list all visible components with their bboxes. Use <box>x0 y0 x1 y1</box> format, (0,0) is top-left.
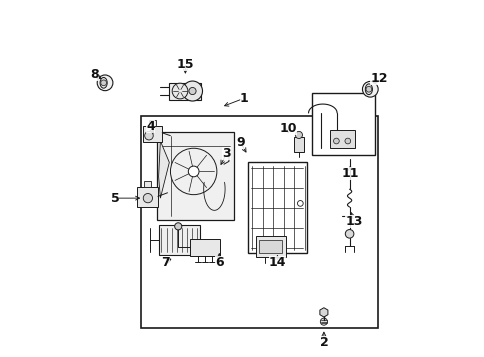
Text: 2: 2 <box>319 336 328 349</box>
Text: 1: 1 <box>240 92 248 105</box>
Circle shape <box>143 193 152 203</box>
Bar <box>247 162 306 253</box>
Text: 13: 13 <box>345 215 362 228</box>
Circle shape <box>333 138 338 144</box>
Text: 10: 10 <box>279 122 296 135</box>
Text: 7: 7 <box>161 256 170 269</box>
Text: 5: 5 <box>110 192 119 205</box>
Text: 3: 3 <box>222 147 230 160</box>
Bar <box>156 132 233 220</box>
Text: 11: 11 <box>341 167 358 180</box>
Bar <box>329 130 354 148</box>
Text: 15: 15 <box>176 58 194 71</box>
Circle shape <box>295 131 302 139</box>
Circle shape <box>188 166 198 177</box>
Polygon shape <box>158 141 169 198</box>
Circle shape <box>182 81 202 101</box>
Ellipse shape <box>364 84 372 95</box>
Circle shape <box>362 81 378 97</box>
Circle shape <box>174 223 182 230</box>
Bar <box>144 181 151 187</box>
Bar <box>149 120 156 126</box>
Circle shape <box>97 75 113 91</box>
Text: 9: 9 <box>236 136 244 149</box>
Text: 12: 12 <box>369 72 387 85</box>
Circle shape <box>297 201 302 206</box>
Bar <box>158 225 199 255</box>
Circle shape <box>144 131 153 140</box>
Bar <box>293 137 303 152</box>
Bar <box>190 239 220 256</box>
Circle shape <box>365 86 371 92</box>
Text: 14: 14 <box>268 256 286 269</box>
Bar <box>140 116 378 328</box>
Bar <box>142 126 162 142</box>
Circle shape <box>345 230 353 238</box>
Polygon shape <box>319 308 327 317</box>
Circle shape <box>101 80 106 86</box>
Circle shape <box>319 318 327 325</box>
Bar <box>169 83 201 100</box>
Circle shape <box>189 87 196 95</box>
Bar <box>137 187 158 207</box>
Text: 6: 6 <box>214 256 223 269</box>
Bar <box>312 93 374 155</box>
Ellipse shape <box>100 77 107 88</box>
Circle shape <box>172 83 187 99</box>
Bar <box>259 240 282 253</box>
Circle shape <box>170 148 216 195</box>
Text: 4: 4 <box>146 120 155 133</box>
Text: 8: 8 <box>90 69 99 81</box>
Circle shape <box>344 138 350 144</box>
Bar <box>255 236 286 257</box>
